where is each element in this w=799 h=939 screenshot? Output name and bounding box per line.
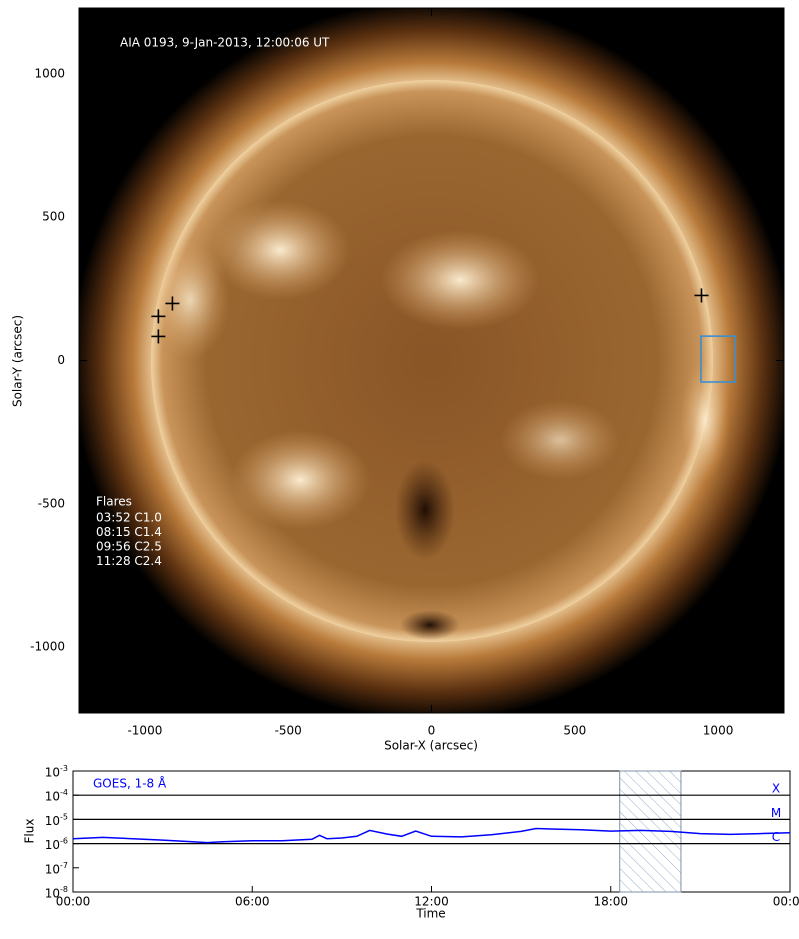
limb-bright <box>680 360 730 480</box>
y-tick-label: 1000 <box>34 66 65 80</box>
coronal-hole <box>400 610 460 640</box>
x-tick-label: 06:00 <box>235 895 270 909</box>
flare-entry: 09:56 C2.5 <box>96 540 162 554</box>
x-tick-label: 500 <box>563 724 586 738</box>
region-box <box>700 335 737 383</box>
y-tick-label: -500 <box>38 496 65 510</box>
flux-line <box>72 827 791 844</box>
cross-marker <box>165 296 180 311</box>
x-tick-label: 12:00 <box>414 895 449 909</box>
y-tick-label: 10-3 <box>45 764 68 780</box>
flares-title: Flares <box>96 495 132 509</box>
solar-image <box>79 8 784 713</box>
cross-marker <box>151 309 166 324</box>
tick-exponent: -6 <box>60 836 68 845</box>
x-tick-label: 00:00 <box>773 895 799 909</box>
tick-exponent: -7 <box>60 860 68 869</box>
x-tick-label: 0 <box>428 724 436 738</box>
plot-frame <box>72 770 791 893</box>
active-region <box>210 200 350 300</box>
x-tick-label: 1000 <box>703 724 734 738</box>
y-tick-label: 10-4 <box>45 788 68 804</box>
active-region <box>380 230 540 330</box>
class-label: X <box>772 782 780 796</box>
image-annotation: AIA 0193, 9-Jan-2013, 12:00:06 UT <box>120 36 330 50</box>
class-label: M <box>771 806 781 820</box>
flare-entry: 08:15 C1.4 <box>96 525 162 539</box>
y-axis-label: Solar-Y (arcsec) <box>11 315 25 407</box>
active-region <box>230 430 370 530</box>
x-tick-label: -1000 <box>127 724 162 738</box>
x-tick-label: -500 <box>275 724 302 738</box>
y-tick-label: 10-7 <box>45 860 68 876</box>
tick-exponent: -5 <box>60 812 68 821</box>
y-tick-label: 10-6 <box>45 836 68 852</box>
cross-marker <box>694 288 709 303</box>
tick-exponent: -8 <box>60 885 68 894</box>
flare-entry: 03:52 C1.0 <box>96 511 162 525</box>
class-label: C <box>772 830 780 844</box>
x-axis-label: Solar-X (arcsec) <box>384 739 478 753</box>
tick-exponent: -3 <box>60 764 68 773</box>
cross-marker <box>151 329 166 344</box>
y-tick-label: 0 <box>57 353 65 367</box>
y-tick-label: -1000 <box>30 640 65 654</box>
legend-entry: GOES, 1-8 Å <box>93 776 167 791</box>
y-tick-label: 500 <box>42 210 65 224</box>
tick-exponent: -4 <box>60 788 68 797</box>
y-tick-label: 10-5 <box>45 812 68 828</box>
flare-entry: 11:28 C2.4 <box>96 554 162 568</box>
x-tick-label: 18:00 <box>593 895 628 909</box>
y-axis-label: Flux <box>23 819 37 844</box>
x-tick-label: 00:00 <box>56 895 91 909</box>
coronal-hole <box>395 460 455 560</box>
limb-bright <box>150 240 230 360</box>
active-region <box>500 400 620 480</box>
x-axis-label: Time <box>415 907 445 921</box>
